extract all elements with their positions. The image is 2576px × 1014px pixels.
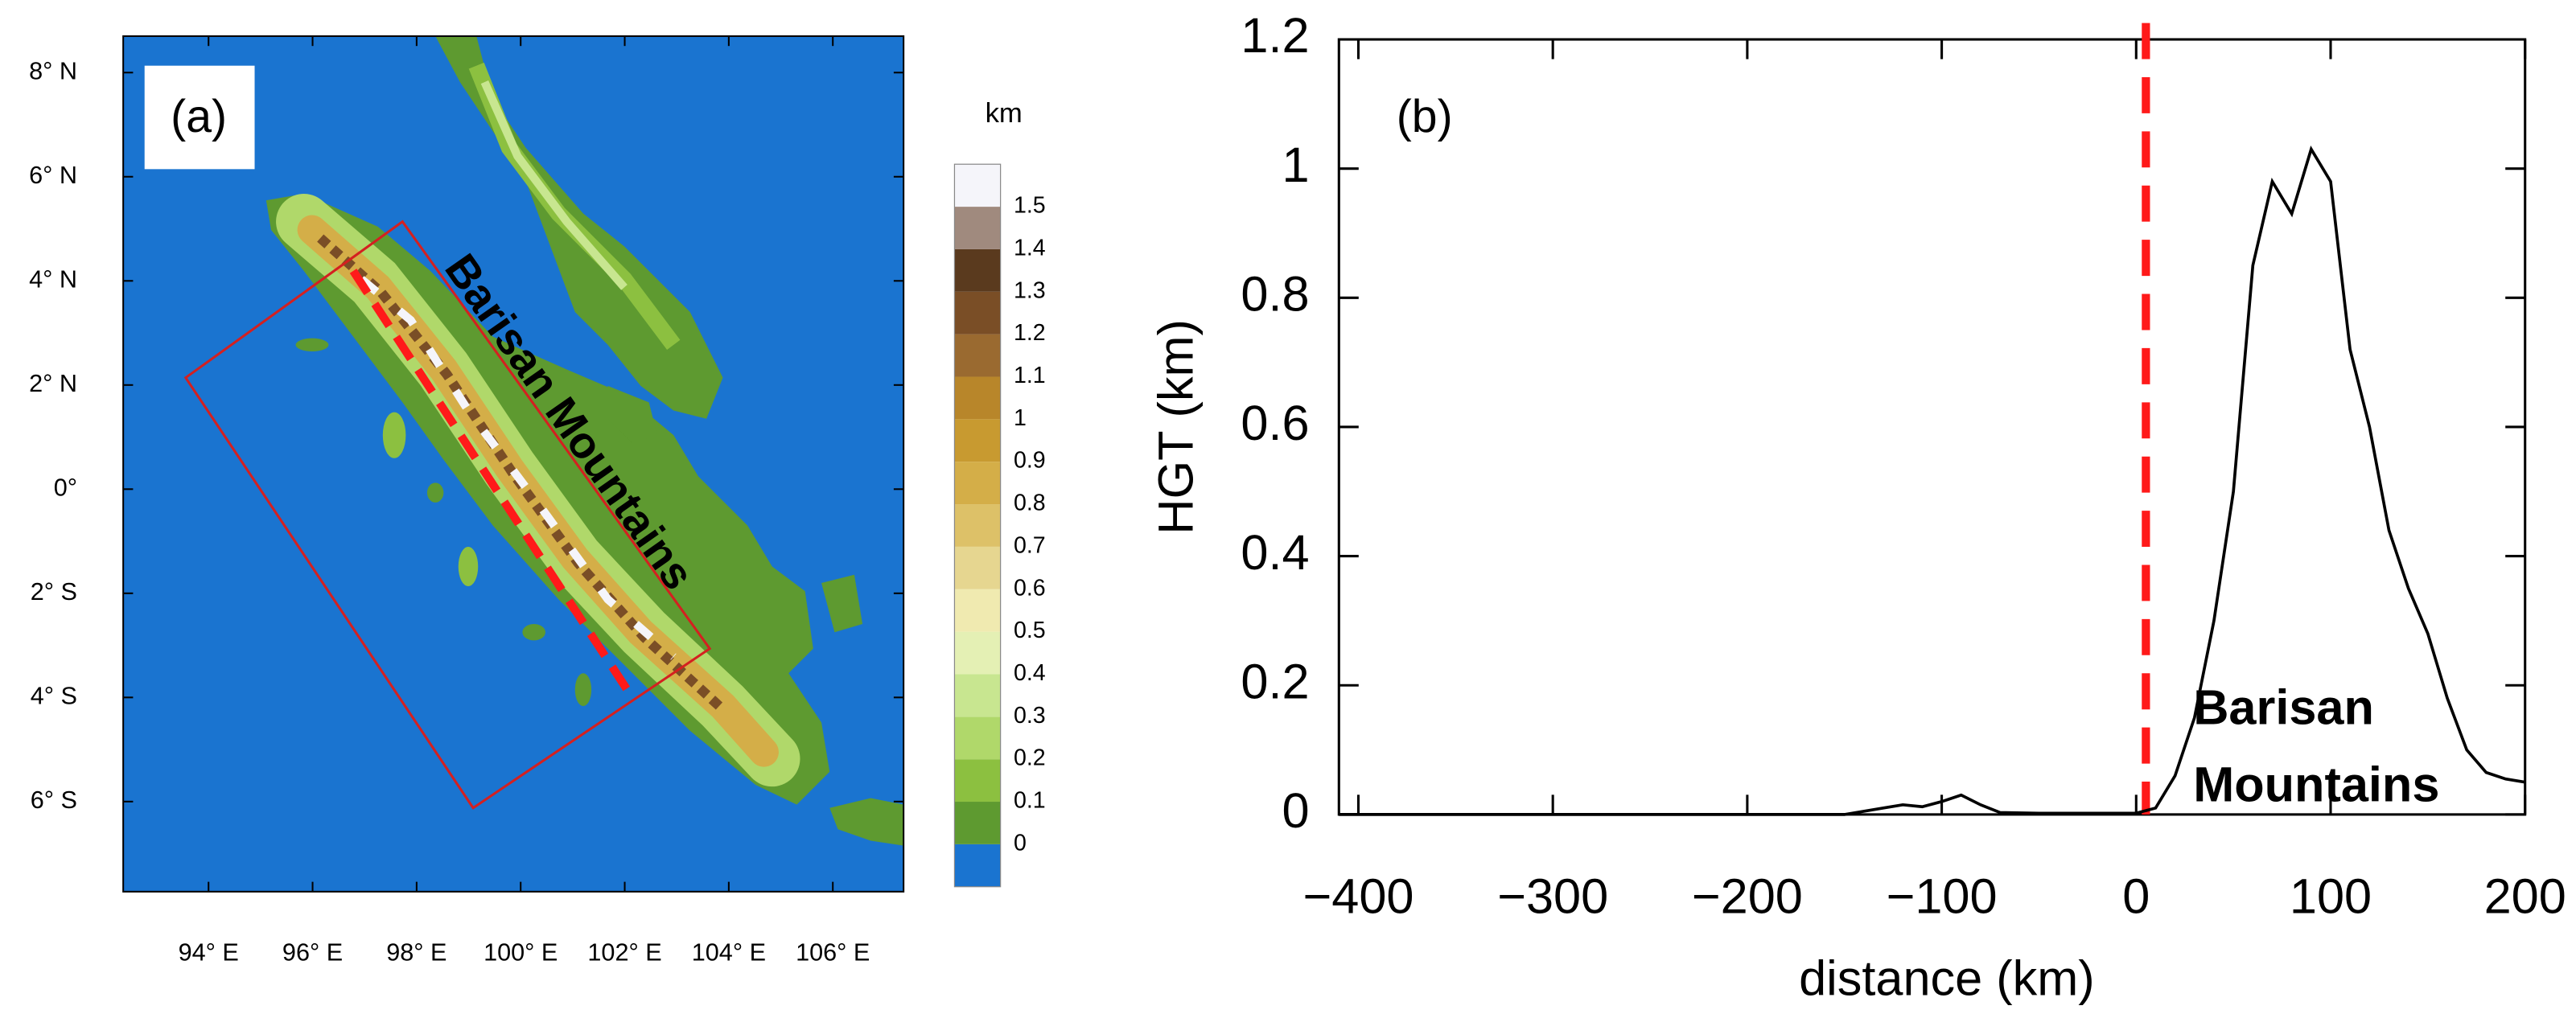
region-box <box>183 220 712 810</box>
colorbar-swatch <box>954 419 1001 462</box>
y-tick-label: 0 <box>1282 783 1309 838</box>
y-tick-label: 4° S <box>31 682 77 709</box>
colorbar-swatch <box>954 802 1001 844</box>
x-tick-label: −100 <box>1887 868 1998 923</box>
colorbar-swatch <box>954 248 1001 292</box>
y-tick-label: 0.2 <box>1241 654 1309 708</box>
colorbar-label: 1.1 <box>1014 363 1046 388</box>
y-tick-label: 0.4 <box>1241 525 1309 580</box>
x-tick-label: 100° E <box>484 939 558 967</box>
x-tick-label: −400 <box>1302 868 1414 923</box>
colorbar-label: 0.7 <box>1014 532 1046 558</box>
y-tick-label: 0.6 <box>1241 396 1309 450</box>
x-tick-label: 102° E <box>587 939 661 967</box>
x-tick-label: 200 <box>2484 868 2566 923</box>
colorbar-swatch <box>954 462 1001 505</box>
colorbar-label: 1.2 <box>1014 320 1046 346</box>
colorbar-swatch <box>954 504 1001 547</box>
y-tick-label: 2° S <box>31 578 77 606</box>
x-tick-label: −200 <box>1692 868 1803 923</box>
colorbar-swatch <box>954 844 1001 887</box>
colorbar-swatch <box>954 759 1001 803</box>
y-tick-label: 1.2 <box>1241 8 1309 63</box>
x-tick-label: 100 <box>2290 868 2372 923</box>
colorbar-swatch <box>954 546 1001 589</box>
panel-label: (b) <box>1397 91 1453 142</box>
colorbar-title: km <box>986 98 1023 129</box>
colorbar-label: 0.4 <box>1014 660 1046 686</box>
colorbar-swatch <box>954 376 1001 420</box>
data-line <box>1339 146 2525 816</box>
colorbar-frame <box>953 163 1002 888</box>
colorbar-swatch <box>954 164 1001 207</box>
colorbar-label: 0 <box>1014 830 1027 856</box>
colorbar-swatch <box>954 674 1001 717</box>
x-tick-label: 98° E <box>386 939 446 967</box>
panel-label: (a) <box>171 91 227 142</box>
x-tick-label: 96° E <box>282 939 343 967</box>
colorbar-swatch <box>954 334 1001 377</box>
colorbar-swatch <box>954 207 1001 249</box>
colorbar-label: 0.3 <box>1014 703 1046 729</box>
y-tick-label: 1 <box>1282 138 1309 192</box>
x-tick-label: 104° E <box>692 939 766 967</box>
colorbar-swatch <box>954 716 1001 760</box>
colorbar-label: 1.4 <box>1014 235 1046 261</box>
x-tick-label: 106° E <box>796 939 870 967</box>
y-tick-label: 6° N <box>29 162 77 189</box>
y-tick-label: 4° N <box>29 265 77 293</box>
colorbar-swatch <box>954 291 1001 335</box>
cross-section-line <box>349 269 636 700</box>
annotation: Mountains <box>2193 757 2439 811</box>
colorbar-label: 1.5 <box>1014 193 1046 219</box>
y-tick-label: 8° N <box>29 57 77 84</box>
colorbar-label: 0.6 <box>1014 575 1046 601</box>
x-tick-label: 0 <box>2122 868 2150 923</box>
colorbar-label: 0.8 <box>1014 491 1046 516</box>
y-tick-label: 0.8 <box>1241 266 1309 321</box>
colorbar-label: 1.3 <box>1014 277 1046 303</box>
colorbar-swatch <box>954 589 1001 632</box>
x-axis-label: distance (km) <box>1799 950 2095 1005</box>
colorbar-label: 1 <box>1014 405 1027 431</box>
y-axis-label: HGT (km) <box>1148 319 1203 535</box>
colorbar-label: 0.9 <box>1014 448 1046 474</box>
x-tick-label: 94° E <box>179 939 239 967</box>
map-frame <box>122 35 905 893</box>
annotation: Barisan <box>2193 679 2374 734</box>
label-box <box>144 65 255 170</box>
colorbar-label: 0.5 <box>1014 618 1046 643</box>
y-tick-label: 2° N <box>29 370 77 397</box>
x-tick-label: −300 <box>1497 868 1608 923</box>
colorbar-label: 0.1 <box>1014 788 1046 814</box>
colorbar-label: 0.2 <box>1014 745 1046 771</box>
y-tick-label: 6° S <box>31 786 77 814</box>
colorbar-swatch <box>954 631 1001 675</box>
y-tick-label: 0° <box>54 474 77 501</box>
